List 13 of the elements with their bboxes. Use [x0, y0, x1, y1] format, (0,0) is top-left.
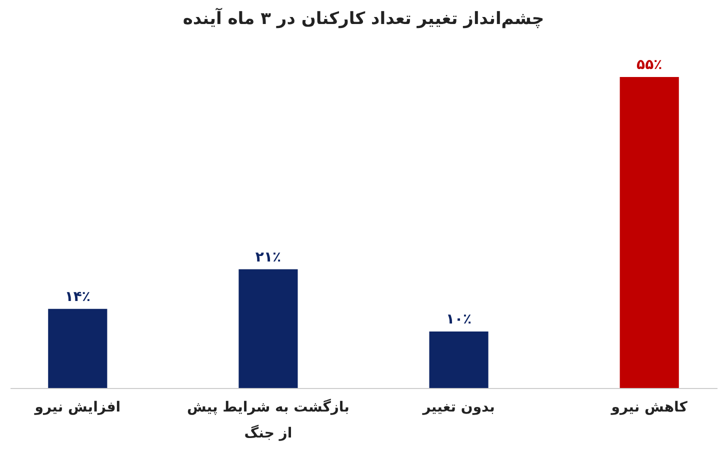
data-label: ۱۴٪ — [64, 288, 90, 305]
bar — [620, 77, 679, 388]
x-tick-label: بازگشت به شرایط پیش از جنگ — [187, 398, 350, 442]
data-label: ۱۰٪ — [446, 311, 472, 328]
bar — [429, 331, 488, 388]
x-tick-label: بدون تغییر — [422, 400, 495, 416]
x-tick-label: کاهش نیرو — [610, 400, 688, 416]
chart-title: چشم‌انداز تغییر تعداد کارکنان در ۳ ماه آینده — [182, 7, 544, 29]
bar — [48, 308, 108, 388]
data-label: ۲۱٪ — [255, 249, 282, 266]
data-label: ۵۵٪ — [636, 57, 662, 73]
x-tick-label: افزایش نیرو — [34, 400, 121, 416]
bar — [238, 269, 298, 388]
